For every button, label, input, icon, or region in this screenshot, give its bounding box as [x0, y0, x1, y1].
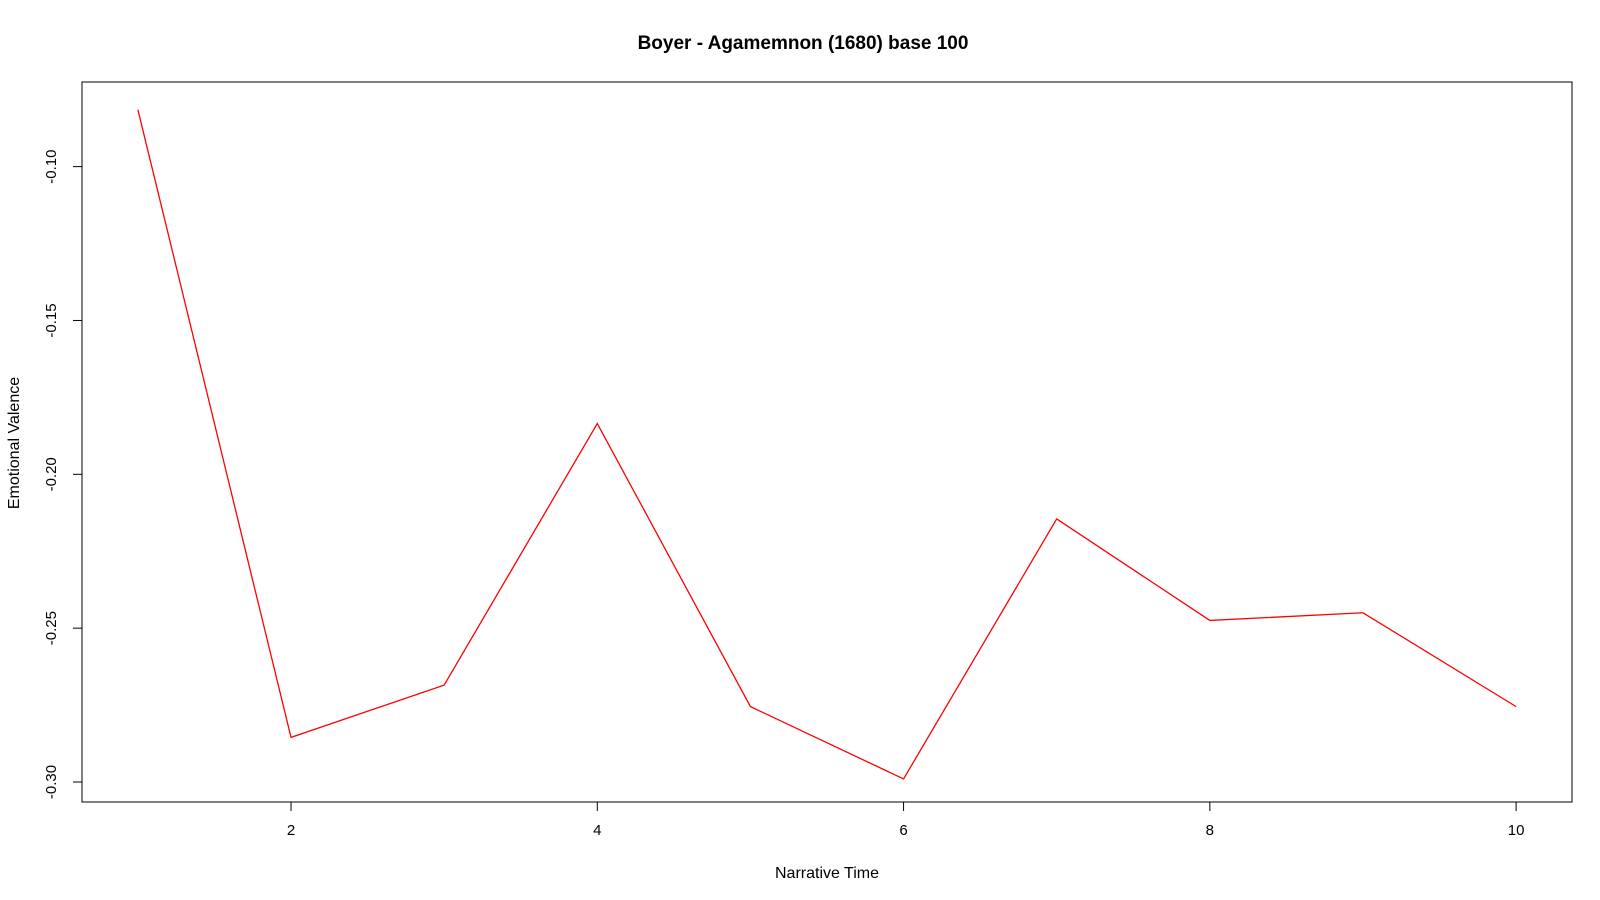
y-tick-label: -0.15 — [43, 303, 60, 337]
x-tick-label: 8 — [1206, 822, 1214, 839]
y-tick-label: -0.20 — [43, 457, 60, 491]
chart-title: Boyer - Agamemnon (1680) base 100 — [638, 33, 969, 54]
x-tick-label: 10 — [1508, 822, 1525, 839]
y-tick-label: -0.30 — [43, 765, 60, 799]
y-tick-label: -0.25 — [43, 611, 60, 645]
y-tick-label: -0.10 — [43, 150, 60, 184]
series-group — [137, 109, 1517, 780]
x-tick-label: 2 — [287, 822, 295, 839]
series-line — [137, 109, 1517, 780]
x-axis: 2 4 6 8 10 — [287, 801, 1525, 839]
y-axis: -0.30 -0.25 -0.20 -0.15 -0.10 — [43, 150, 83, 799]
x-tick-label: 6 — [899, 822, 907, 839]
x-axis-label: Narrative Time — [775, 865, 879, 882]
plot-frame — [81, 81, 1573, 803]
x-tick-label: 4 — [593, 822, 601, 839]
y-axis-label: Emotional Valence — [6, 377, 23, 509]
